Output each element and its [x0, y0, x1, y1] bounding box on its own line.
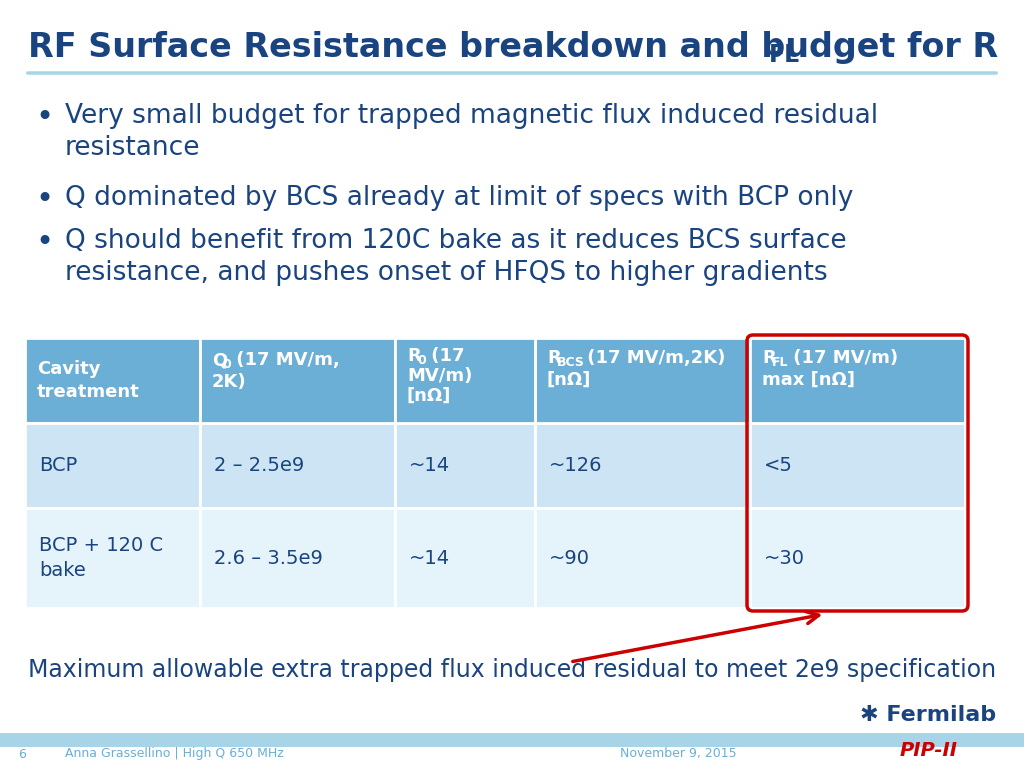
Text: ~126: ~126	[549, 456, 602, 475]
Bar	[535, 338, 750, 423]
Text: •: •	[35, 228, 53, 257]
Text: Very small budget for trapped magnetic flux induced residual: Very small budget for trapped magnetic f…	[65, 103, 879, 129]
Text: ~14: ~14	[409, 456, 451, 475]
Text: Maximum allowable extra trapped flux induced residual to meet 2e9 specification: Maximum allowable extra trapped flux ind…	[28, 658, 996, 682]
Bar	[200, 338, 395, 423]
Text: 2 – 2.5e9: 2 – 2.5e9	[214, 456, 304, 475]
Text: ✱ Fermilab: ✱ Fermilab	[860, 705, 996, 725]
Text: <5: <5	[764, 456, 793, 475]
Bar	[535, 338, 750, 423]
Text: (17 MV/m,: (17 MV/m,	[230, 351, 340, 369]
Text: [nΩ]: [nΩ]	[407, 387, 452, 405]
Text: Q: Q	[212, 351, 227, 369]
Bar	[395, 338, 535, 423]
Text: FL: FL	[769, 43, 800, 67]
Bar	[395, 338, 535, 423]
Bar	[200, 508, 395, 608]
Text: R: R	[762, 349, 776, 367]
Text: Q should benefit from 120C bake as it reduces BCS surface: Q should benefit from 120C bake as it re…	[65, 228, 847, 254]
Bar	[750, 423, 965, 508]
Text: MV/m): MV/m)	[407, 367, 472, 385]
Text: FL: FL	[772, 356, 788, 369]
Text: R: R	[547, 349, 561, 367]
Text: 0: 0	[222, 359, 230, 372]
Bar	[200, 423, 395, 508]
Text: resistance: resistance	[65, 135, 201, 161]
Bar	[535, 508, 750, 608]
Text: Q₀ (17 MV/m,
2K): Q₀ (17 MV/m, 2K)	[212, 360, 345, 401]
Text: [nΩ]: [nΩ]	[547, 371, 592, 389]
Text: ~90: ~90	[549, 548, 590, 568]
Text: (17 MV/m): (17 MV/m)	[787, 349, 898, 367]
Text: BCS: BCS	[557, 356, 585, 369]
Bar	[395, 508, 535, 608]
Text: Cavity
treatment: Cavity treatment	[37, 360, 139, 401]
Text: (17 MV/m,2K): (17 MV/m,2K)	[581, 349, 725, 367]
Text: RF Surface Resistance breakdown and budget for R: RF Surface Resistance breakdown and budg…	[28, 31, 998, 65]
Bar	[750, 508, 965, 608]
Text: 2.6 – 3.5e9: 2.6 – 3.5e9	[214, 548, 323, 568]
Text: 6: 6	[18, 747, 26, 760]
Text: November 9, 2015: November 9, 2015	[620, 747, 736, 760]
Bar	[750, 338, 965, 423]
Text: Q dominated by BCS already at limit of specs with BCP only: Q dominated by BCS already at limit of s…	[65, 185, 853, 211]
Text: Anna Grassellino | High Q 650 MHz: Anna Grassellino | High Q 650 MHz	[65, 747, 284, 760]
Text: resistance, and pushes onset of HFQS to higher gradients: resistance, and pushes onset of HFQS to …	[65, 260, 827, 286]
Text: 2K): 2K)	[212, 373, 247, 391]
Text: (17: (17	[425, 347, 465, 365]
Bar	[25, 508, 200, 608]
Text: 0: 0	[417, 355, 426, 368]
Text: BCP + 120 C
bake: BCP + 120 C bake	[39, 536, 163, 580]
Bar	[25, 338, 200, 423]
Bar	[535, 423, 750, 508]
Text: •: •	[35, 103, 53, 132]
Text: max [nΩ]: max [nΩ]	[762, 371, 855, 389]
Text: R_BCS (17 MV/m,2K)
[nΩ]: R_BCS (17 MV/m,2K) [nΩ]	[547, 360, 755, 401]
Text: PIP-II: PIP-II	[900, 740, 958, 760]
Bar	[25, 423, 200, 508]
Text: R_FL (17 MV/m)
max [nΩ]: R_FL (17 MV/m) max [nΩ]	[762, 360, 920, 401]
Text: R: R	[407, 347, 421, 365]
Bar	[750, 338, 965, 423]
Text: BCP: BCP	[39, 456, 77, 475]
Text: ~30: ~30	[764, 548, 805, 568]
Bar	[200, 338, 395, 423]
Bar	[395, 423, 535, 508]
Text: •: •	[35, 185, 53, 214]
Bar	[0, 733, 1024, 747]
Text: ~14: ~14	[409, 548, 451, 568]
Text: R₀ (17
MV/m)
[nΩ]: R₀ (17 MV/m) [nΩ]	[407, 349, 472, 412]
